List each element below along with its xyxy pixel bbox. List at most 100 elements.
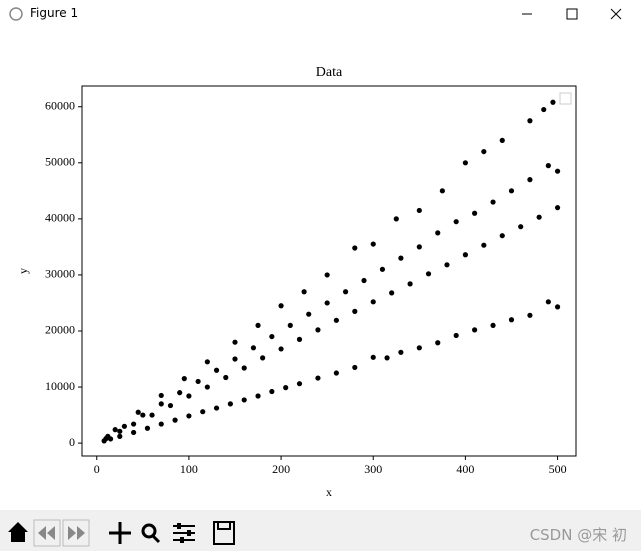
point: [149, 412, 155, 418]
zoom-button[interactable]: [141, 523, 161, 544]
point: [499, 233, 505, 239]
title-bar: Figure 1: [0, 0, 641, 28]
point: [416, 345, 422, 351]
point: [283, 385, 289, 391]
point: [296, 336, 303, 342]
point: [425, 271, 432, 277]
point: [278, 303, 284, 309]
point: [213, 367, 220, 373]
point: [370, 241, 376, 247]
point: [416, 207, 422, 214]
point: [204, 384, 210, 390]
window-title: Figure 1: [30, 6, 79, 20]
point: [472, 210, 478, 216]
point: [508, 188, 515, 194]
point: [250, 345, 257, 351]
point: [255, 393, 261, 399]
point: [333, 370, 339, 376]
y-tick-label: 40000: [45, 211, 75, 225]
point: [195, 378, 201, 385]
point: [462, 160, 469, 166]
point: [177, 390, 183, 396]
point: [269, 388, 275, 395]
point: [518, 224, 524, 230]
x-tick-label: 100: [180, 462, 198, 476]
point: [462, 252, 469, 258]
point: [227, 401, 233, 407]
title-icons: [9, 7, 622, 21]
point: [370, 299, 376, 305]
point: [158, 401, 164, 407]
plot-area: [81, 85, 577, 457]
point: [545, 163, 551, 169]
point: [186, 413, 192, 419]
point: [342, 289, 349, 295]
point: [135, 409, 141, 415]
point: [444, 262, 450, 268]
point: [105, 433, 111, 439]
configure-button[interactable]: [173, 523, 195, 543]
point: [453, 219, 459, 225]
y-tick-label: 30000: [45, 267, 75, 281]
y-tick-label: 0: [69, 435, 75, 449]
point: [255, 322, 261, 328]
point: [416, 244, 422, 250]
point: [296, 381, 303, 387]
point: [204, 359, 210, 365]
point: [536, 214, 542, 220]
y-tick-label: 20000: [45, 323, 75, 337]
point: [181, 376, 187, 382]
y-tick-label: 10000: [45, 379, 75, 393]
point: [527, 118, 533, 124]
back-button[interactable]: [33, 519, 61, 547]
point: [278, 346, 284, 352]
point: [554, 168, 561, 174]
point: [131, 429, 137, 436]
point: [333, 317, 339, 323]
point: [435, 340, 441, 346]
point: [407, 281, 413, 287]
point: [301, 289, 307, 295]
point: [232, 356, 238, 362]
forward-button[interactable]: [62, 519, 90, 547]
point: [541, 106, 547, 113]
x-tick-label: 0: [94, 462, 100, 476]
point: [140, 412, 146, 418]
point: [554, 304, 561, 310]
point: [352, 245, 358, 251]
point: [172, 417, 178, 423]
point: [241, 365, 247, 371]
point: [352, 308, 358, 314]
point: [435, 230, 441, 236]
point: [490, 322, 496, 328]
point: [158, 421, 164, 427]
point: [117, 433, 123, 439]
chart: Data x y 0 100 200 300 400 500 0 10000 20000 3000…: [16, 65, 577, 499]
point: [241, 397, 247, 403]
point: [352, 364, 358, 371]
y-axis-label: y: [16, 268, 30, 274]
pan-button[interactable]: [109, 522, 131, 544]
home-button[interactable]: [8, 522, 28, 542]
x-axis-label: x: [326, 485, 332, 499]
y-tick-label: 50000: [45, 155, 75, 169]
x-tick-label: 500: [549, 462, 567, 476]
point: [384, 355, 390, 361]
point: [144, 425, 151, 431]
point: [315, 327, 321, 333]
point: [361, 277, 367, 284]
save-button[interactable]: [213, 521, 235, 545]
point: [499, 137, 505, 143]
legend: [559, 92, 572, 105]
point: [379, 266, 386, 272]
point: [398, 255, 404, 261]
point: [200, 409, 206, 415]
point: [315, 375, 321, 381]
point: [324, 300, 330, 306]
point: [481, 242, 487, 248]
point: [167, 402, 174, 409]
point: [324, 272, 330, 278]
point: [554, 205, 561, 211]
point: [481, 148, 487, 155]
x-tick-label: 300: [364, 462, 382, 476]
